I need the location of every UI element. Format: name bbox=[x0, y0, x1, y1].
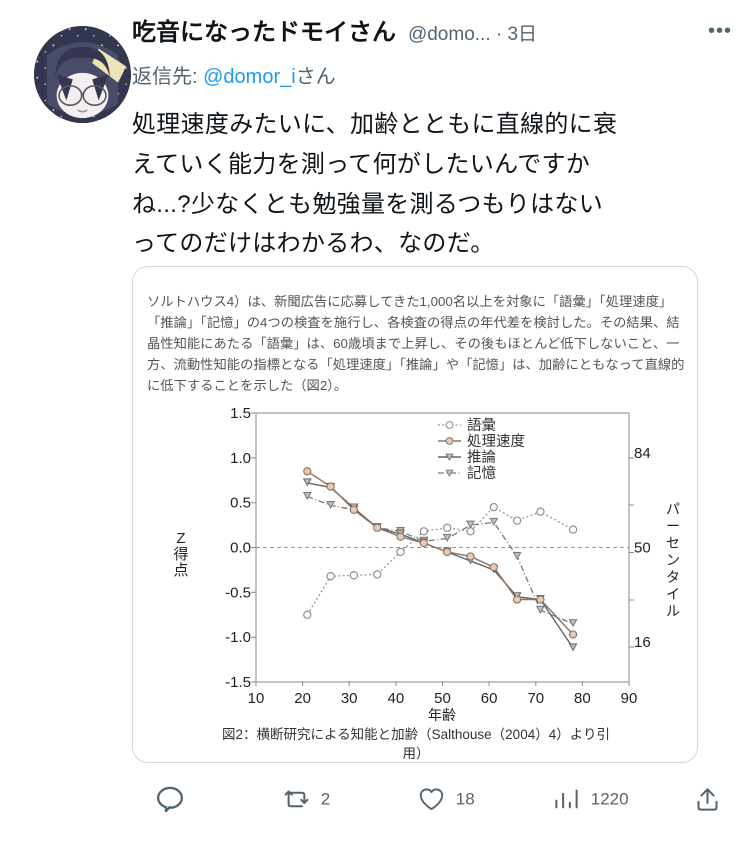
svg-text:ン: ン bbox=[666, 552, 680, 568]
svg-text:0.5: 0.5 bbox=[230, 495, 251, 512]
svg-text:60: 60 bbox=[481, 690, 498, 707]
svg-text:イ: イ bbox=[666, 586, 680, 602]
svg-text:パ: パ bbox=[666, 501, 680, 517]
svg-text:得: 得 bbox=[173, 546, 188, 563]
svg-text:Z: Z bbox=[176, 530, 185, 547]
svg-text:84: 84 bbox=[634, 445, 651, 462]
svg-text:80: 80 bbox=[574, 690, 591, 707]
svg-text:点: 点 bbox=[173, 562, 188, 579]
svg-text:1.0: 1.0 bbox=[230, 450, 251, 467]
svg-text:処理速度: 処理速度 bbox=[467, 433, 525, 450]
svg-text:0.0: 0.0 bbox=[230, 540, 251, 557]
svg-text:記憶: 記憶 bbox=[467, 465, 496, 482]
svg-text:30: 30 bbox=[341, 690, 358, 707]
svg-text:1.5: 1.5 bbox=[230, 405, 251, 422]
svg-text:セ: セ bbox=[666, 535, 680, 551]
svg-text:ー: ー bbox=[666, 518, 680, 534]
svg-text:16: 16 bbox=[634, 634, 651, 651]
svg-text:年齢: 年齢 bbox=[428, 707, 456, 723]
svg-text:-0.5: -0.5 bbox=[225, 584, 251, 601]
svg-text:20: 20 bbox=[294, 690, 311, 707]
svg-text:-1.0: -1.0 bbox=[225, 629, 251, 646]
svg-text:40: 40 bbox=[388, 690, 405, 707]
svg-text:タ: タ bbox=[666, 569, 680, 585]
svg-text:50: 50 bbox=[634, 540, 651, 557]
svg-text:語彙: 語彙 bbox=[467, 417, 496, 434]
svg-text:90: 90 bbox=[621, 690, 638, 707]
svg-text:10: 10 bbox=[248, 690, 265, 707]
svg-text:ル: ル bbox=[666, 603, 680, 619]
svg-text:推論: 推論 bbox=[467, 449, 496, 466]
svg-text:-1.5: -1.5 bbox=[225, 674, 251, 691]
svg-text:50: 50 bbox=[434, 690, 451, 707]
svg-text:70: 70 bbox=[527, 690, 544, 707]
